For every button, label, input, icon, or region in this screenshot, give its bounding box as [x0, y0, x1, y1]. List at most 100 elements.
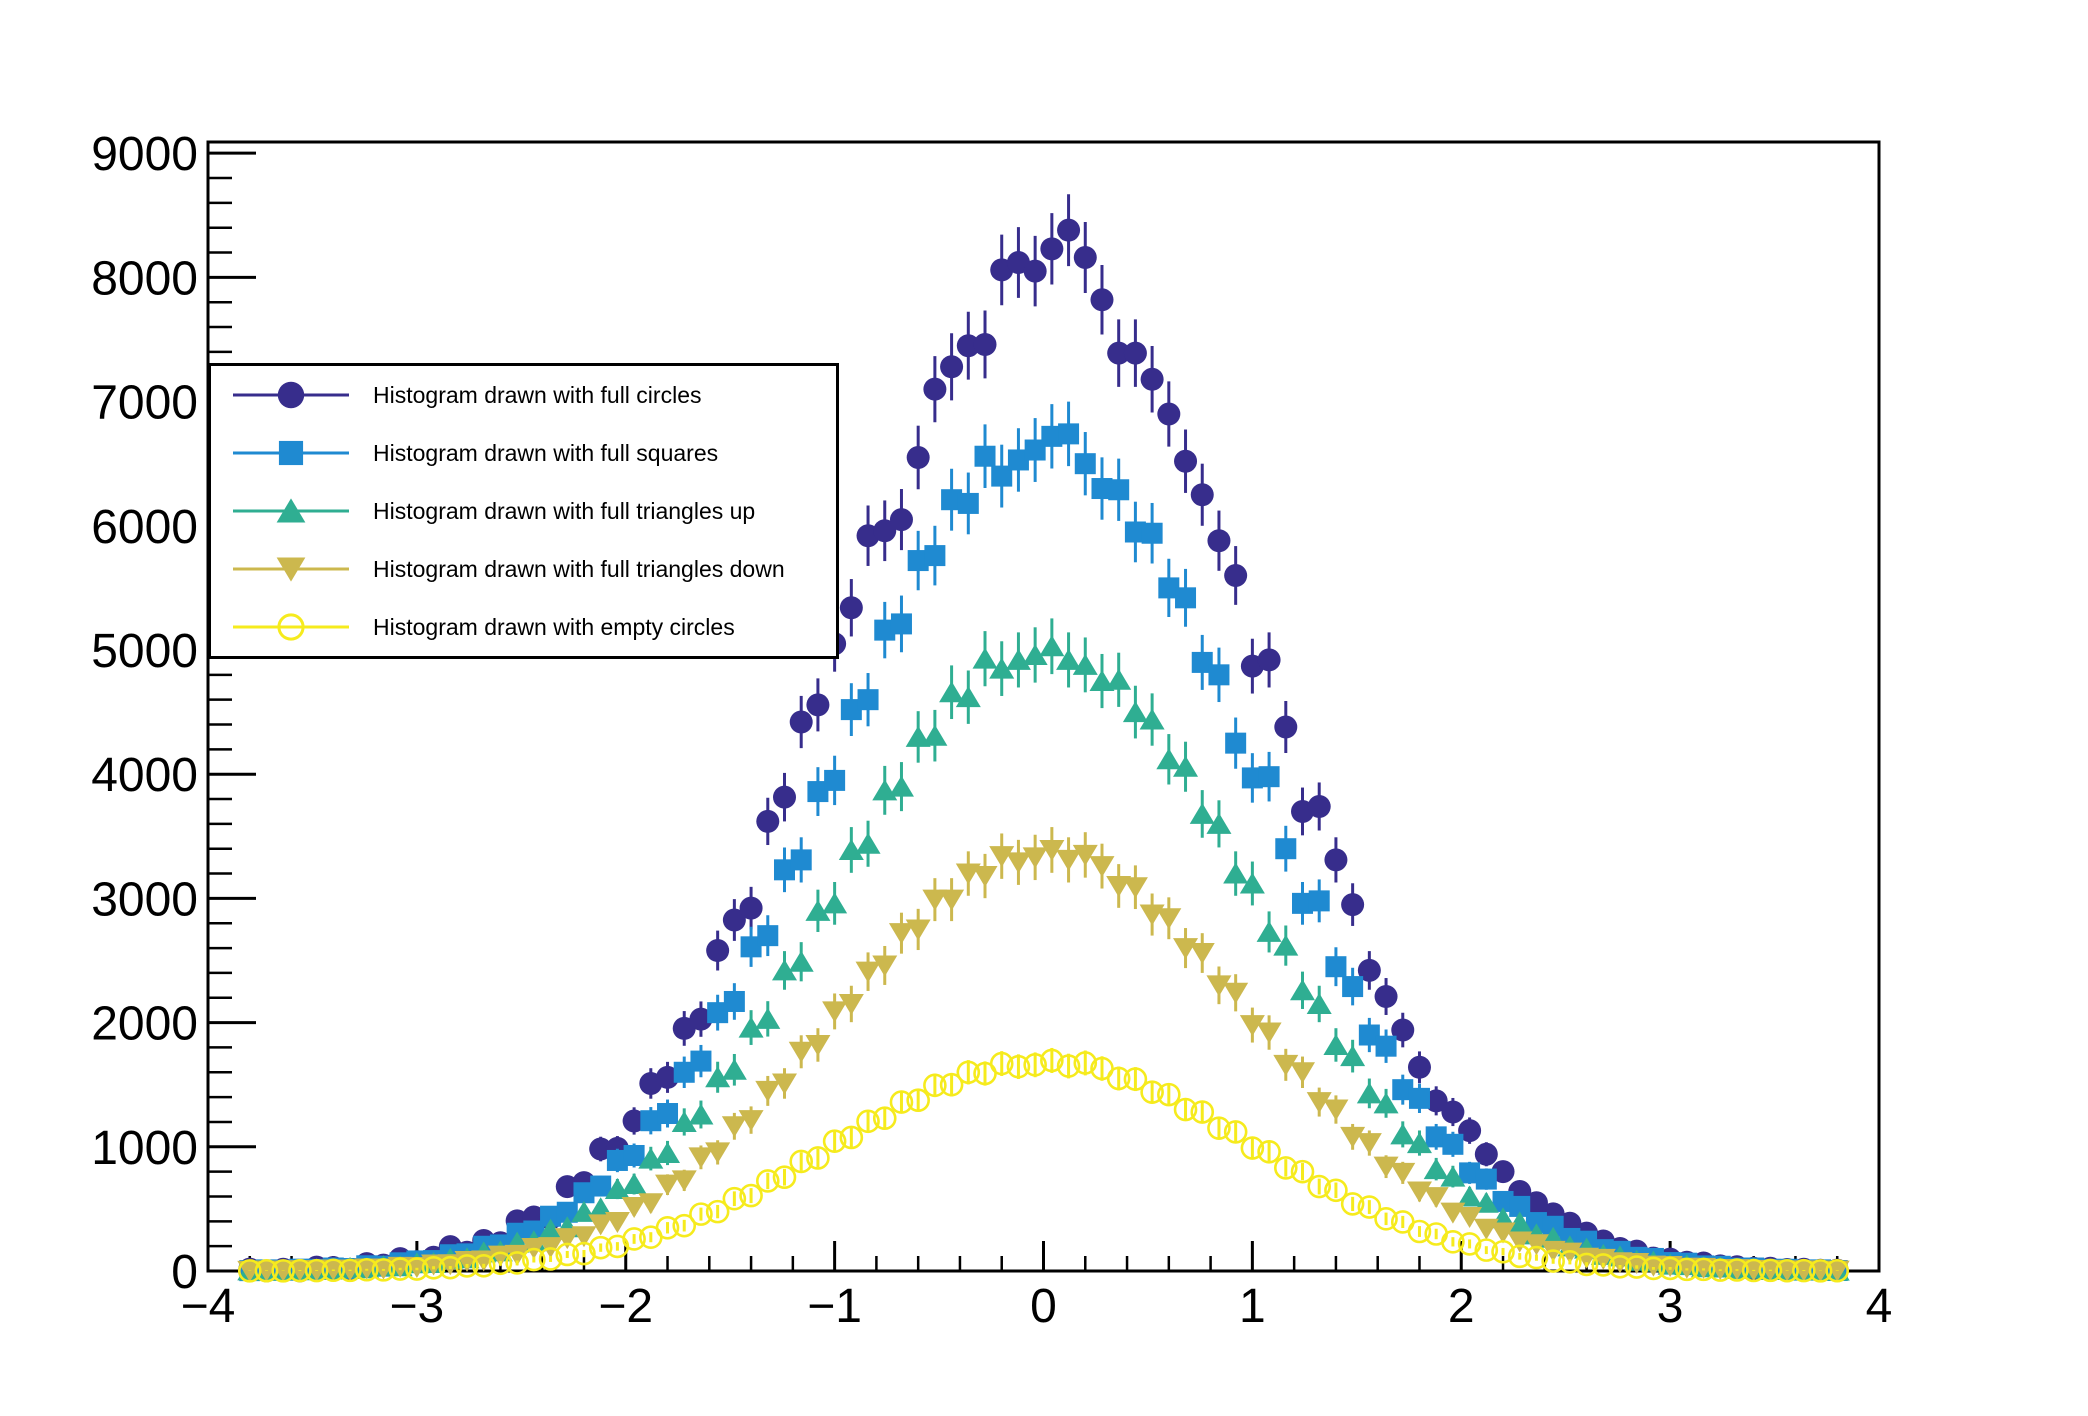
- legend-label: Histogram drawn with full squares: [373, 439, 719, 466]
- full-triangle-down-marker: [671, 1170, 697, 1192]
- full-triangle-down-marker: [571, 1226, 597, 1248]
- full-square-marker: [1308, 890, 1330, 912]
- open-circle-marker: [1357, 1195, 1382, 1219]
- full-triangle-down-marker: [755, 1080, 781, 1102]
- full-triangle-up-marker: [1072, 653, 1098, 675]
- full-circle-marker: [772, 785, 796, 809]
- full-triangle-down-marker: [1323, 1099, 1349, 1121]
- full-triangle-up-marker: [1256, 920, 1282, 942]
- open-circle-marker: [1106, 1066, 1131, 1091]
- full-square-marker: [540, 1205, 562, 1227]
- open-circle-marker: [1324, 1178, 1348, 1203]
- full-square-marker: [824, 769, 846, 791]
- y-tick-label: 6000: [91, 501, 198, 554]
- full-circle-marker: [656, 1065, 680, 1089]
- full-triangle-up-marker: [1306, 992, 1332, 1014]
- full-square-marker: [1325, 956, 1347, 978]
- full-triangle-down-marker: [822, 1001, 848, 1023]
- open-circle-marker: [538, 1247, 563, 1271]
- open-circle-marker: [772, 1165, 797, 1190]
- full-triangle-down-marker: [922, 889, 948, 911]
- full-triangle-up-marker: [1022, 643, 1048, 665]
- full-square-marker: [1241, 767, 1263, 789]
- open-circle-marker: [321, 1258, 346, 1283]
- full-circle-marker: [1407, 1055, 1431, 1079]
- full-circle-marker: [1441, 1100, 1465, 1124]
- full-triangle-up-marker: [671, 1110, 697, 1132]
- full-triangle-down-marker: [771, 1073, 797, 1095]
- full-circle-marker: [1524, 1191, 1548, 1215]
- open-circle-marker: [705, 1199, 730, 1224]
- y-tick-label: 8000: [91, 252, 198, 305]
- legend: Histogram drawn with full circles Histog…: [208, 363, 839, 659]
- open-circle-marker: [1691, 1257, 1716, 1282]
- open-circle-marker: [622, 1227, 646, 1251]
- full-triangle-down-marker: [788, 1041, 814, 1063]
- full-circle-marker: [739, 896, 763, 920]
- open-circle-marker: [1624, 1255, 1649, 1279]
- full-square-marker: [974, 445, 996, 467]
- full-triangle-up-marker: [1173, 755, 1199, 777]
- y-tick-label: 9000: [91, 128, 198, 181]
- full-circle-marker: [1458, 1119, 1482, 1143]
- full-triangle-up-marker: [1106, 668, 1132, 690]
- full-square-marker: [1158, 577, 1180, 599]
- full-circle-marker: [1157, 402, 1181, 426]
- x-tick-label: 1: [1239, 1280, 1266, 1333]
- full-triangle-down-marker: [972, 866, 998, 888]
- full-square-marker: [1525, 1212, 1547, 1234]
- full-triangle-up-marker: [1089, 670, 1115, 692]
- full-circle-marker: [1023, 259, 1047, 283]
- full-square-marker: [757, 925, 779, 947]
- open-circle-marker: [488, 1251, 513, 1276]
- open-circle-marker: [1675, 1257, 1699, 1282]
- open-circle-marker: [271, 1259, 295, 1283]
- full-triangle-up-marker: [972, 647, 998, 669]
- open-circle-marker: [689, 1202, 713, 1226]
- full-circle-marker: [589, 1137, 613, 1161]
- full-circle-marker: [1107, 341, 1131, 365]
- y-tick-label: 1000: [91, 1122, 198, 1175]
- axes: −4 −3 −2 −1 0 1 2 3 4 0 1000 2000 3000 4000 5000 6000 70…: [91, 128, 1892, 1333]
- open-circle-marker: [1223, 1120, 1248, 1144]
- open-circle-marker: [304, 1258, 329, 1283]
- full-square-marker: [1275, 838, 1297, 860]
- full-square-marker: [1375, 1035, 1397, 1057]
- y-tick-label: 4000: [91, 749, 198, 802]
- open-circle-marker: [505, 1251, 529, 1275]
- open-circle-marker: [789, 1149, 814, 1174]
- full-triangle-up-marker: [989, 657, 1015, 679]
- full-circle-marker: [1174, 449, 1198, 473]
- open-circle-marker: [722, 1186, 747, 1211]
- full-square-marker: [1408, 1087, 1430, 1109]
- full-square-marker: [1191, 651, 1213, 673]
- open-circle-marker: [1040, 1048, 1064, 1073]
- full-square-marker: [1074, 453, 1096, 475]
- full-circle-marker: [672, 1016, 696, 1040]
- legend-entry-full-squares: Histogram drawn with full squares: [211, 424, 836, 482]
- full-circle-marker: [1190, 483, 1214, 507]
- full-square-marker: [1124, 521, 1146, 543]
- full-triangle-up-marker: [1139, 708, 1165, 730]
- full-triangle-down-marker: [1574, 1247, 1600, 1269]
- open-circle-marker: [1541, 1249, 1565, 1273]
- open-circle-marker: [1641, 1256, 1666, 1281]
- full-triangle-down-marker: [1256, 1022, 1282, 1044]
- full-square-marker: [673, 1061, 695, 1083]
- open-circle-marker: [1741, 1258, 1766, 1283]
- full-circle-marker: [1057, 218, 1081, 242]
- open-circle-marker: [755, 1169, 780, 1193]
- full-square-marker: [1024, 439, 1046, 461]
- y-axis: 0 1000 2000 3000 4000 5000 6000 7000 8000 9000: [91, 128, 256, 1299]
- full-square-marker: [690, 1050, 712, 1072]
- full-triangle-up-marker: [1223, 862, 1249, 884]
- full-triangle-down-marker: [1373, 1156, 1399, 1178]
- full-triangle-down-marker: [1106, 875, 1132, 897]
- open-circle-marker: [872, 1106, 897, 1131]
- legend-entry-full-circles: Histogram drawn with full circles: [211, 366, 836, 424]
- y-tick-label: 0: [171, 1246, 198, 1299]
- full-square-marker: [1108, 479, 1130, 501]
- full-triangle-up-marker: [1406, 1132, 1432, 1154]
- full-triangle-down-marker: [604, 1211, 630, 1233]
- full-circle-icon: [233, 381, 349, 409]
